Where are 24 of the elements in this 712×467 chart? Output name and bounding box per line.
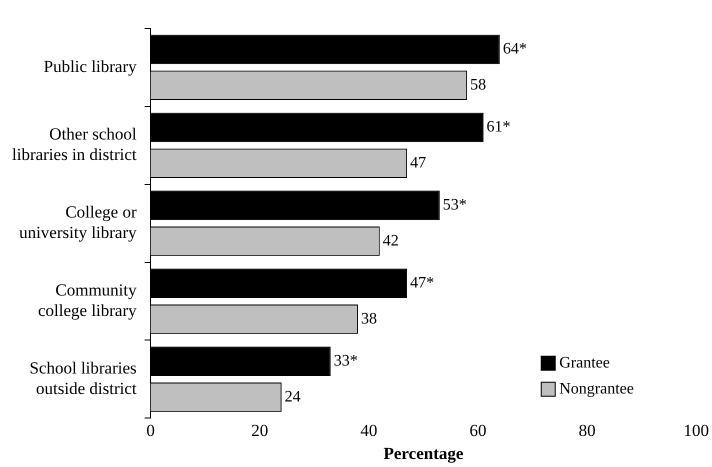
y-tick-label: Community college library bbox=[38, 280, 138, 320]
y-tick-label: Public library bbox=[44, 56, 138, 76]
data-label: 38 bbox=[360, 310, 377, 328]
x-tick-label: 40 bbox=[360, 420, 378, 440]
data-label: 64* bbox=[502, 40, 527, 58]
data-label: 53* bbox=[442, 196, 467, 214]
y-tick-label: Other school libraries in district bbox=[12, 124, 137, 164]
y-tick-label: School libraries outside district bbox=[29, 358, 137, 398]
data-label: 33* bbox=[334, 352, 358, 370]
x-axis-title: Percentage bbox=[383, 444, 464, 464]
data-label: 47 bbox=[410, 154, 426, 172]
data-label: 47* bbox=[410, 274, 434, 292]
x-tick-label: 20 bbox=[251, 420, 268, 440]
x-tick-label: 60 bbox=[470, 420, 487, 440]
legend-label: Nongrantee bbox=[559, 380, 634, 398]
x-tick-label: 0 bbox=[146, 420, 155, 440]
data-label: 42 bbox=[382, 232, 399, 250]
legend-label: Grantee bbox=[559, 354, 610, 372]
data-label: 58 bbox=[470, 76, 486, 94]
x-tick-label: 100 bbox=[684, 420, 709, 440]
data-label: 61* bbox=[486, 118, 510, 136]
y-tick-label: College or university library bbox=[19, 202, 138, 242]
data-label: 24 bbox=[284, 388, 301, 406]
x-tick-label: 80 bbox=[578, 420, 596, 440]
